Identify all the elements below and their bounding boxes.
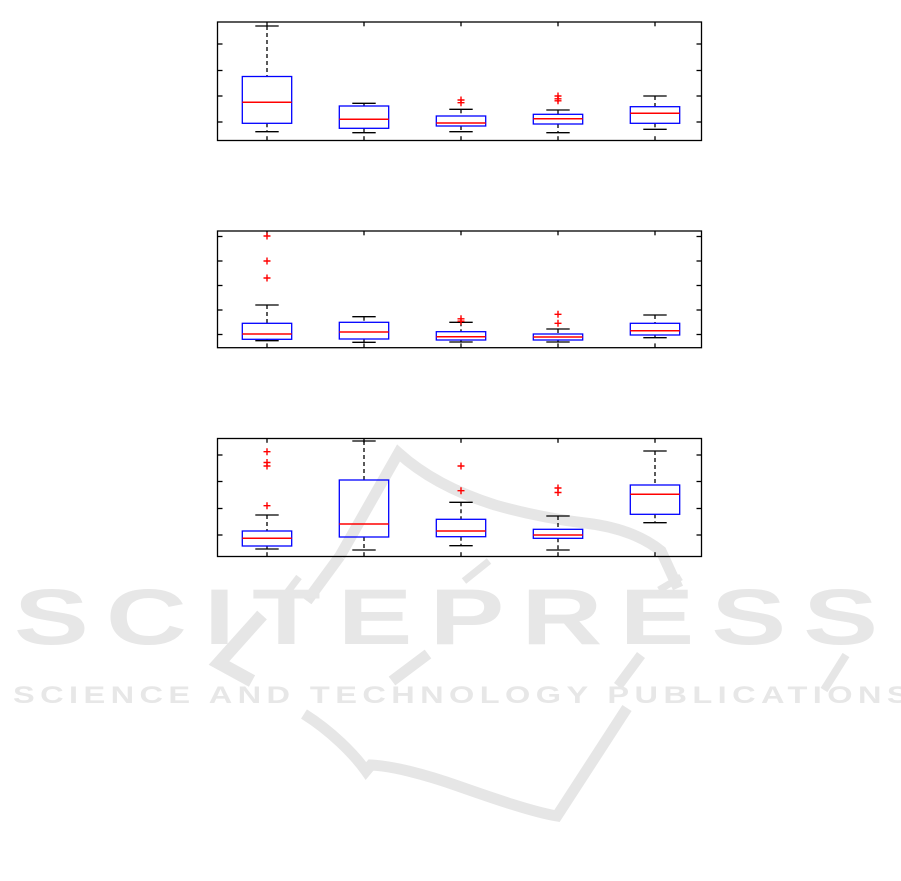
boxplot-group — [629, 95, 681, 130]
swoosh-slash-mid-right — [613, 652, 646, 689]
swoosh-chevron — [208, 610, 267, 687]
axes-frame — [216, 230, 703, 349]
outlier-marker — [457, 487, 465, 495]
boxplot-panel-1 — [216, 21, 703, 142]
outlier-marker — [457, 317, 465, 325]
iqr-box — [338, 321, 390, 340]
iqr-box — [629, 322, 681, 336]
boxplot-group — [338, 440, 390, 551]
iqr-box — [435, 518, 487, 538]
boxplot-group — [241, 232, 293, 342]
axes-frame — [216, 21, 703, 142]
outlier-marker — [263, 232, 271, 240]
iqr-box — [241, 322, 293, 340]
iqr-box — [435, 115, 487, 127]
outlier-marker — [263, 257, 271, 265]
iqr-box — [629, 484, 681, 515]
axes-frame — [216, 437, 703, 558]
swoosh-accent-4 — [820, 652, 850, 693]
outlier-marker — [554, 489, 562, 496]
swoosh-bottom-wing — [301, 705, 632, 823]
boxplot-group — [338, 316, 390, 343]
outlier-marker — [263, 448, 271, 456]
outlier-marker — [554, 97, 562, 105]
outlier-marker — [554, 319, 562, 327]
boxplot-group — [629, 314, 681, 339]
boxplot-panel-3 — [216, 437, 703, 558]
outlier-marker — [457, 462, 465, 470]
iqr-box — [629, 106, 681, 124]
iqr-box — [338, 105, 390, 129]
boxplot-group — [241, 25, 293, 133]
iqr-box — [435, 331, 487, 341]
watermark-tagline-text: SCIENCE AND TECHNOLOGY PUBLICATIONS — [13, 682, 901, 709]
outlier-marker — [263, 274, 271, 282]
boxplot-group — [338, 102, 390, 134]
boxplot-group — [532, 92, 584, 134]
swoosh-peak-curve — [335, 444, 683, 591]
iqr-box — [241, 75, 293, 124]
swoosh-left-leg — [302, 552, 345, 605]
swoosh-accent-1 — [283, 574, 302, 597]
boxplot-group — [435, 315, 487, 343]
boxplot-panel-2 — [216, 230, 703, 349]
swoosh-accent-3 — [657, 573, 683, 594]
outlier-marker — [554, 310, 562, 318]
boxplot-group — [435, 462, 487, 547]
watermark-brand-text: SCITEPRESS — [14, 572, 896, 661]
iqr-box — [532, 528, 584, 539]
swoosh-accent-2 — [461, 558, 492, 584]
swoosh-slash-mid-left — [388, 649, 432, 686]
boxplot-group — [435, 96, 487, 133]
outlier-marker — [263, 462, 271, 470]
boxplot-group — [532, 310, 584, 343]
boxplot-group — [241, 448, 293, 550]
outlier-marker — [457, 99, 465, 107]
outlier-marker — [263, 502, 271, 510]
boxplot-group — [532, 484, 584, 551]
boxplot-group — [629, 450, 681, 524]
iqr-box — [338, 479, 390, 538]
